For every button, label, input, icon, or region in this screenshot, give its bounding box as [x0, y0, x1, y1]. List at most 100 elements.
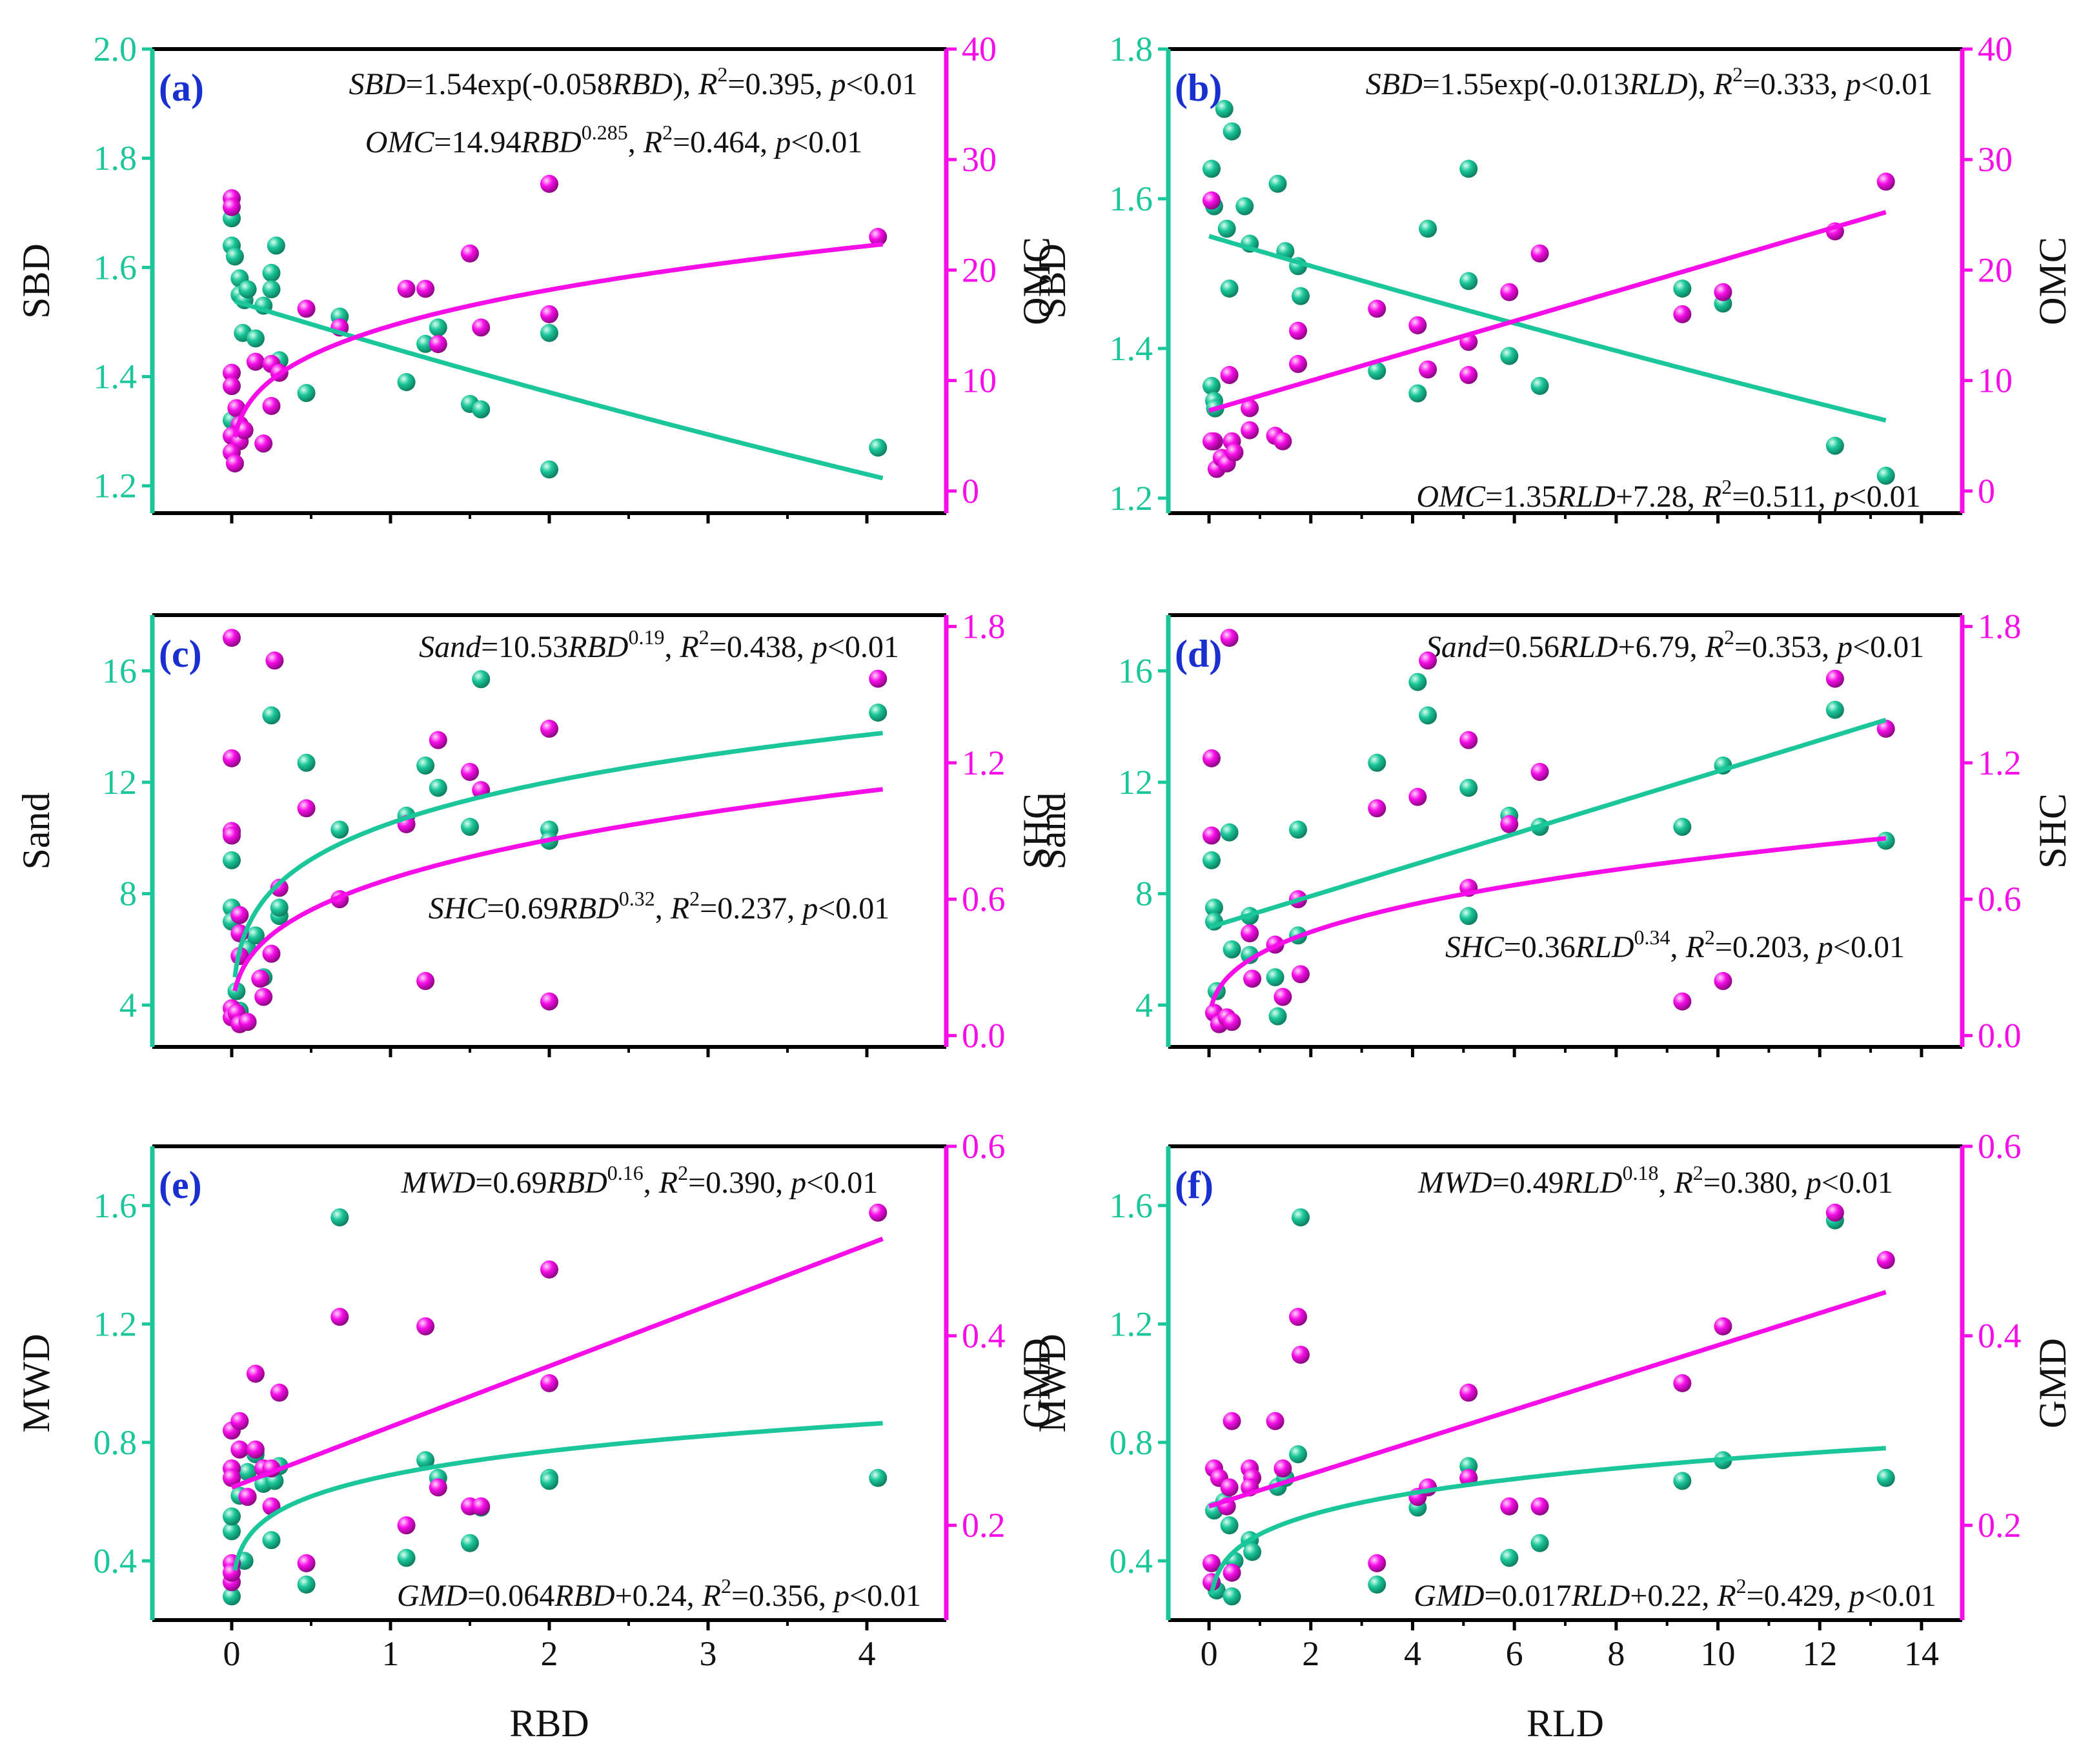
- right-series-point: [1292, 1345, 1310, 1364]
- eq-part: =0.36: [1504, 930, 1576, 964]
- right-y-tick-label: 20: [1978, 250, 2013, 289]
- eq-part: 0.32: [619, 887, 655, 910]
- left-series-point: [1500, 1548, 1519, 1567]
- eq-part: RBD: [558, 891, 618, 926]
- eq-part: ,: [1670, 930, 1685, 964]
- right-series-point: [297, 799, 316, 818]
- left-series-point: [1368, 361, 1386, 380]
- left-y-tick-label: 8: [1135, 875, 1153, 913]
- eq-part: +7.28,: [1616, 480, 1703, 514]
- right-series-point: [1368, 799, 1386, 818]
- eq-part: =0.511,: [1732, 480, 1833, 514]
- right-y-tick-label: 1.2: [1978, 744, 2022, 782]
- eq-part: p: [1835, 630, 1853, 664]
- right-series-point: [429, 1478, 447, 1497]
- eq-part: =0.69: [487, 891, 558, 926]
- eq-part: R: [698, 67, 717, 101]
- eq-part: R: [1685, 930, 1704, 964]
- left-series-point: [1289, 820, 1308, 839]
- eq-part: ,: [1658, 1166, 1674, 1200]
- eq-part: 2: [1724, 625, 1734, 649]
- eq-part: p: [1804, 1166, 1822, 1200]
- left-series-point: [397, 372, 416, 391]
- right-series-point: [416, 279, 435, 298]
- eq-part: +0.22,: [1630, 1579, 1717, 1613]
- eq-part: =0.333,: [1743, 67, 1845, 101]
- left-series-fit-line: [234, 299, 884, 481]
- left-y-tick-label: 16: [102, 651, 137, 690]
- right-y-tick-label: 0.4: [962, 1317, 1006, 1355]
- eq-part: ,: [664, 630, 680, 664]
- left-series-point: [1289, 1445, 1308, 1464]
- right-series-point: [223, 1563, 241, 1582]
- eq-part: RBD: [612, 67, 673, 101]
- eq-part: p: [1847, 1579, 1865, 1613]
- left-y-tick-label: 1.6: [94, 248, 137, 287]
- x-axis-title: RBD: [509, 1702, 589, 1745]
- x-tick-label: 4: [1404, 1634, 1421, 1673]
- right-series-point: [1500, 283, 1519, 301]
- right-series-point: [223, 629, 241, 647]
- left-series-point: [1203, 159, 1221, 178]
- left-y-tick-label: 1.6: [1110, 1186, 1153, 1225]
- right-series-point: [1274, 432, 1292, 451]
- right-series-point: [1241, 421, 1259, 440]
- right-series-point: [297, 299, 316, 318]
- eq-part: =0.390,: [688, 1166, 791, 1200]
- right-series-point: [1825, 669, 1844, 688]
- left-series-point: [297, 753, 316, 772]
- right-series-point: [246, 1440, 265, 1459]
- left-series-point: [1459, 159, 1478, 178]
- eq-part: ,: [655, 891, 671, 926]
- right-series-point: [262, 396, 281, 415]
- left-series-point: [1217, 219, 1236, 238]
- left-series-point: [1243, 1543, 1262, 1561]
- left-series-point: [1408, 673, 1427, 691]
- eq-part: RLD: [1629, 67, 1688, 101]
- right-y-tick-label: 0.4: [1978, 1317, 2022, 1355]
- right-series-point: [1243, 969, 1262, 988]
- right-series-point: [1368, 299, 1386, 318]
- left-y-tick-label: 1.4: [1110, 329, 1153, 368]
- right-series-point: [265, 651, 284, 670]
- right-series-point: [1241, 924, 1259, 942]
- eq-part: p: [810, 630, 827, 664]
- eq-part: p: [828, 67, 846, 101]
- right-series-point: [1876, 172, 1895, 191]
- right-series-point: [472, 1497, 491, 1516]
- right-y-tick-label: 0: [1978, 472, 1995, 511]
- right-series-point: [1673, 1374, 1692, 1392]
- eq-part: SHC: [429, 891, 488, 926]
- eq-part: =0.017: [1484, 1579, 1571, 1613]
- left-series-point: [1292, 287, 1310, 305]
- eq-part: <0.01: [1853, 630, 1924, 664]
- right-series-point: [230, 1440, 249, 1459]
- eq-part: =0.464,: [673, 125, 775, 159]
- eq-part: R: [1716, 1579, 1736, 1613]
- equation-right-series: SHC=0.36RLD0.34, R2=0.203, p<0.01: [1445, 926, 1905, 964]
- right-series-point: [1876, 720, 1895, 738]
- panel-label: (a): [159, 66, 204, 109]
- left-y-tick-label: 1.6: [94, 1186, 137, 1225]
- left-series-fit-line: [1208, 234, 1887, 423]
- right-series-point: [1220, 1478, 1239, 1497]
- left-series-point: [1459, 778, 1478, 797]
- right-series-point: [1266, 1412, 1284, 1430]
- left-series-point: [223, 1522, 241, 1541]
- right-series-point: [429, 335, 447, 354]
- left-series-point: [223, 1507, 241, 1526]
- left-y-axis-title: SBD: [15, 243, 57, 319]
- left-y-tick-label: 0.4: [1110, 1541, 1153, 1580]
- x-tick-label: 10: [1701, 1634, 1736, 1673]
- eq-part: GMD: [397, 1579, 467, 1613]
- left-series-point: [1203, 851, 1221, 869]
- right-series-point: [1289, 1308, 1308, 1326]
- left-series-point: [472, 670, 491, 689]
- right-y-tick-label: 20: [962, 250, 997, 289]
- right-y-tick-label: 30: [962, 140, 997, 179]
- eq-part: +6.79,: [1618, 630, 1705, 664]
- eq-part: Sand: [419, 630, 482, 664]
- left-series-point: [225, 247, 244, 266]
- equation-left-series: Sand=10.53RBD0.19, R2=0.438, p<0.01: [419, 625, 899, 664]
